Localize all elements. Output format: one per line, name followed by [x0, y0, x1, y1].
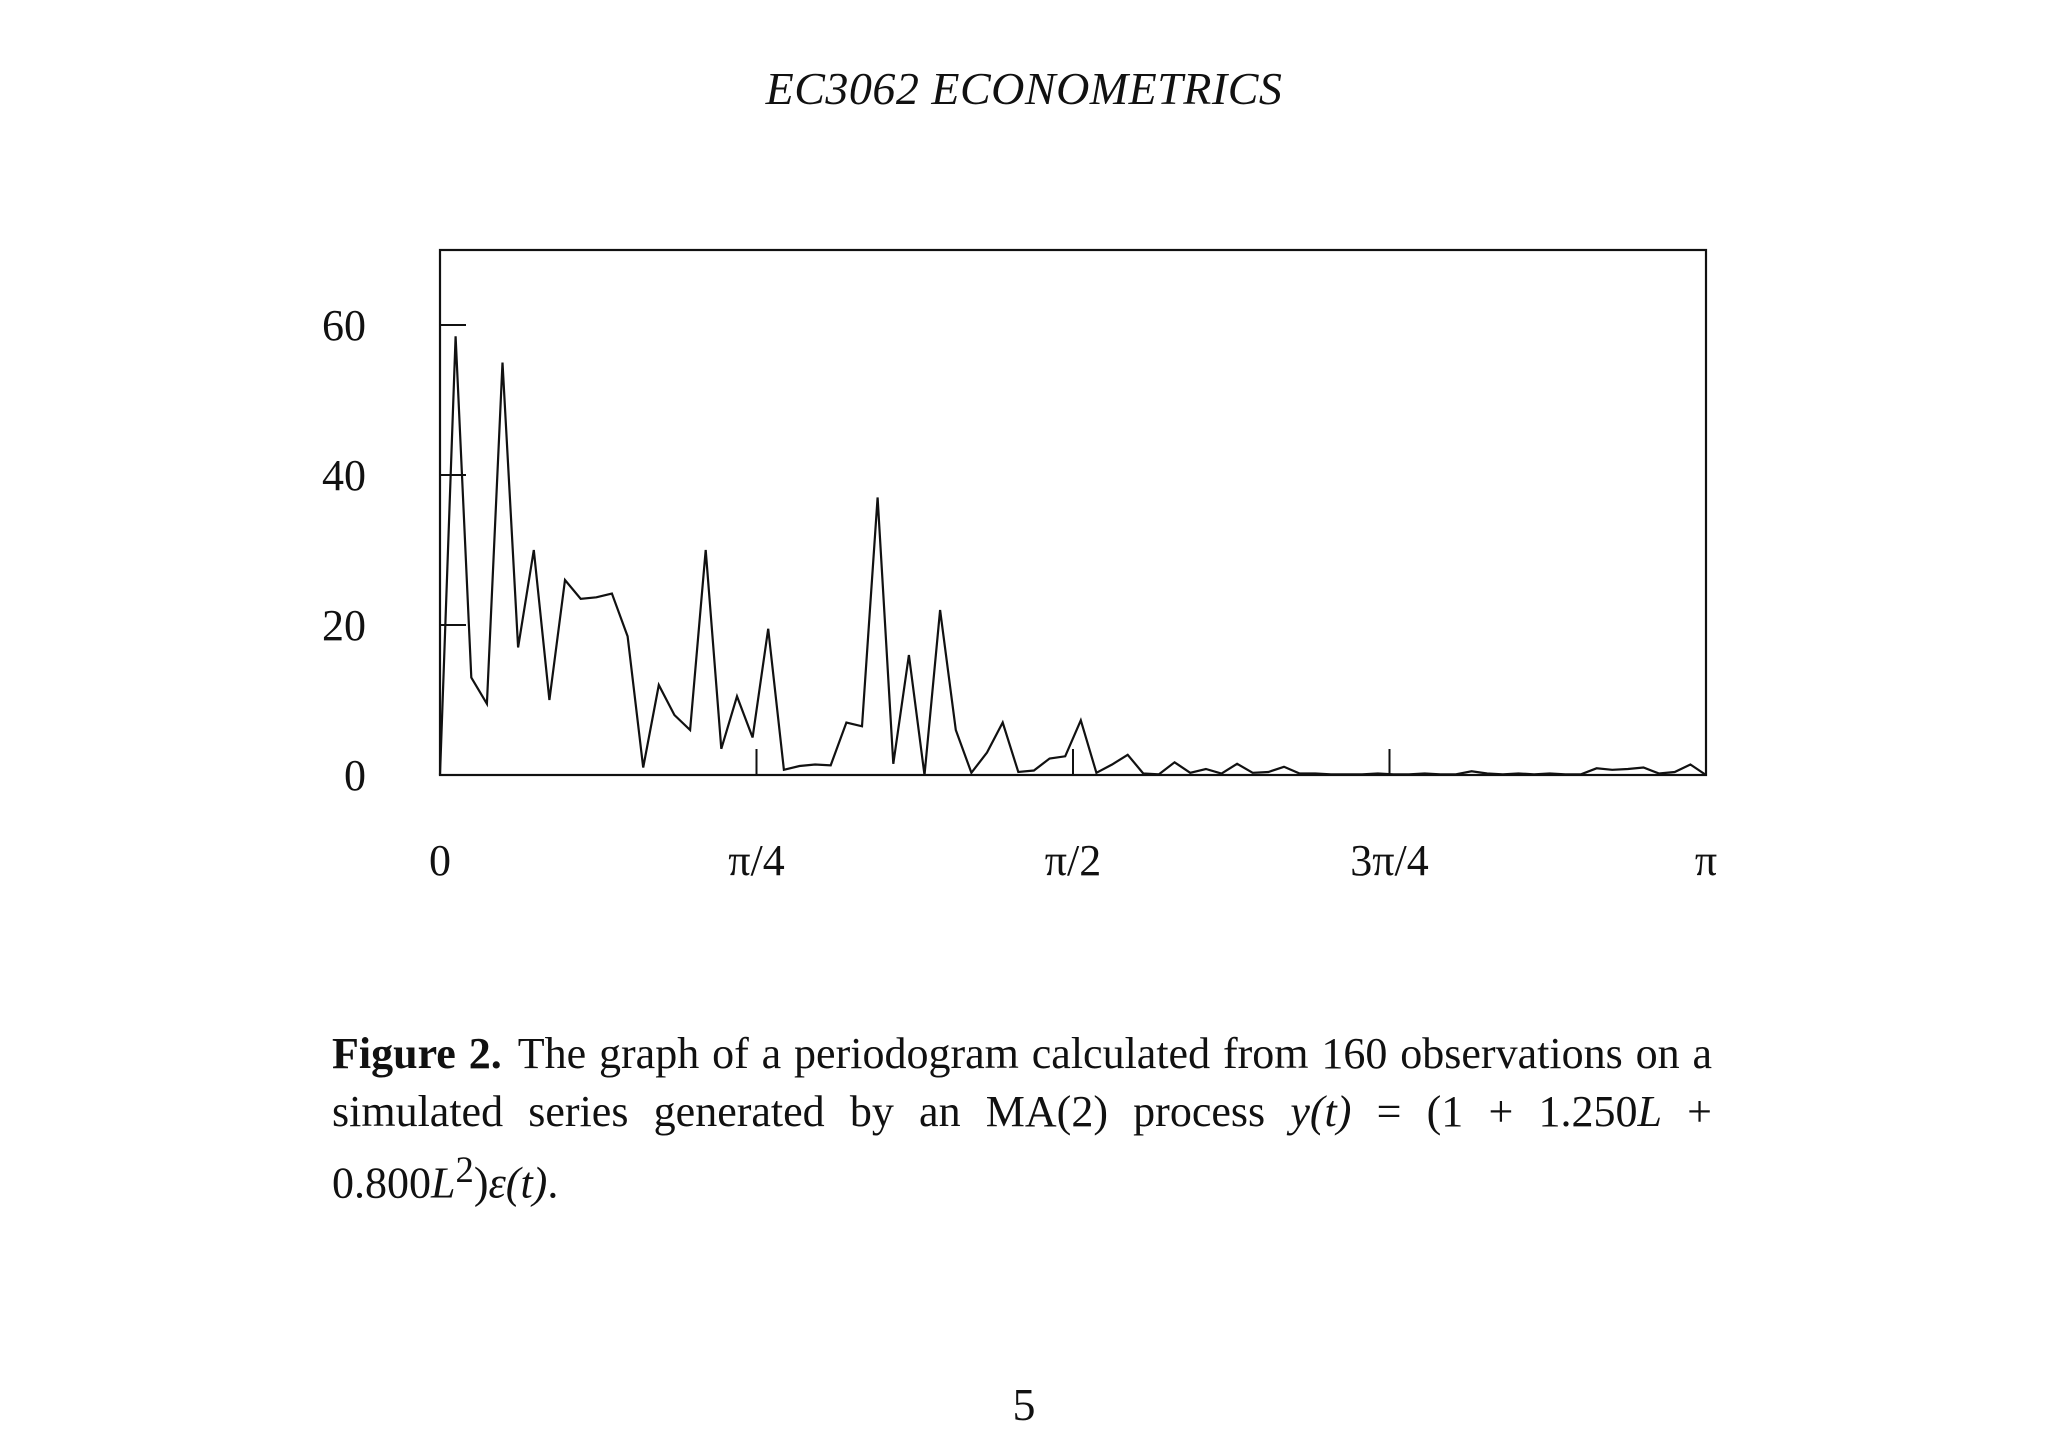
figure-label: Figure 2. — [332, 1029, 502, 1078]
caption-eq-paren: ) — [473, 1158, 489, 1208]
caption-eq-end: . — [547, 1158, 559, 1208]
x-tick-label: 0 — [429, 836, 451, 885]
caption-eq-eps: ε(t) — [488, 1158, 548, 1208]
page-number: 5 — [1012, 1379, 1036, 1430]
running-head: EC3062 ECONOMETRICS — [765, 63, 1283, 114]
plot-frame — [438, 248, 1708, 777]
y-tick-label: 0 — [344, 751, 366, 800]
x-tick-label: π — [1695, 836, 1717, 885]
caption-eq-sup: 2 — [455, 1149, 474, 1190]
x-tick-label: π/2 — [1045, 836, 1101, 885]
caption-eq-l2: L — [431, 1158, 456, 1208]
caption-eq-lhs: y(t) — [1290, 1087, 1352, 1136]
caption-eq-mid: + 0.800 — [332, 1087, 1712, 1208]
caption-eq-l1: L — [1637, 1087, 1662, 1136]
x-tick-labels: 0 π/4 π/2 3π/4 π — [429, 836, 1717, 885]
y-tick-labels: 0 20 40 60 — [322, 301, 366, 800]
y-tick-label: 60 — [322, 301, 366, 350]
y-tick-label: 20 — [322, 601, 366, 650]
x-tick-label: π/4 — [728, 836, 784, 885]
x-tick-label: 3π/4 — [1350, 836, 1428, 885]
caption-text: The graph of a periodogram calculated fr… — [332, 1029, 1712, 1136]
figure-caption: Figure 2. The graph of a periodogram calc… — [332, 1025, 1712, 1213]
caption-eq-eq: = (1 + 1.250 — [1351, 1087, 1638, 1136]
periodogram-chart: 0 20 40 60 0 π/4 π/2 3π/4 π — [322, 248, 1717, 885]
series-line-periodogram — [438, 336, 1707, 776]
y-tick-label: 40 — [322, 451, 366, 500]
